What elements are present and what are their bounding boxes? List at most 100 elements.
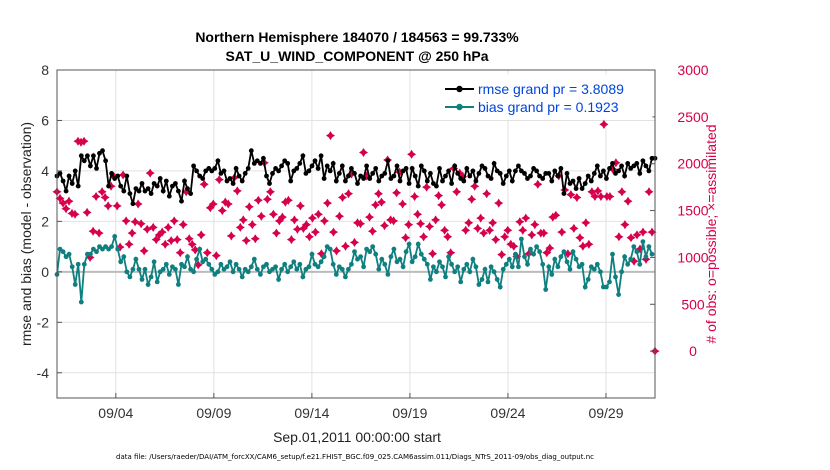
bias-point (604, 284, 609, 290)
bias-point (412, 254, 418, 260)
bias-point (160, 266, 166, 272)
rmse-point (88, 163, 93, 169)
bias-series (54, 233, 655, 305)
obs-point (566, 190, 576, 200)
rmse-point (467, 173, 473, 179)
rmse-point (75, 183, 81, 189)
rmse-point (145, 186, 151, 192)
bias-point (382, 261, 388, 267)
bias-point (628, 256, 634, 262)
bias-point (124, 269, 130, 275)
rmse-point (643, 163, 649, 169)
obs-point (328, 227, 339, 237)
rmse-point (491, 161, 497, 166)
obs-point (82, 207, 92, 217)
bias-point (434, 269, 439, 275)
rmse-point (242, 171, 248, 176)
rmse-point (509, 178, 515, 184)
obs-point (461, 225, 471, 235)
rmse-point (552, 168, 558, 174)
obs-point (376, 197, 386, 207)
x-tick-label: 09/19 (392, 405, 427, 421)
rmse-point (288, 178, 294, 184)
bias-point (519, 236, 524, 242)
bias-point (66, 251, 72, 257)
obs-point (479, 228, 489, 238)
obs-point (127, 228, 137, 238)
obs-point (416, 219, 426, 229)
obs-point (262, 194, 272, 204)
legend-rmse-marker (456, 85, 463, 93)
bias-point (525, 261, 530, 267)
obs-point (488, 218, 498, 228)
rmse-point (230, 181, 236, 186)
obs-point (470, 181, 480, 191)
bias-point (236, 266, 242, 272)
bias-point (479, 277, 485, 282)
obs-point (497, 250, 507, 260)
obs-point (340, 241, 351, 251)
bias-point (130, 266, 136, 272)
obs-point (91, 191, 101, 202)
rmse-point (118, 183, 124, 189)
bias-point (154, 279, 160, 285)
obs-point (100, 192, 110, 203)
y2-tick-label: 1500 (677, 203, 708, 219)
obs-point (467, 194, 477, 204)
bias-point (610, 251, 615, 257)
obs-point (166, 236, 176, 246)
rmse-point (555, 173, 561, 179)
rmse-point (406, 181, 412, 186)
bias-point (591, 266, 597, 272)
rmse-point (476, 171, 482, 176)
obs-point (61, 204, 71, 214)
bias-point (264, 261, 269, 267)
rmse-point (315, 166, 321, 171)
bias-point (555, 264, 561, 270)
obs-point (97, 187, 107, 197)
rmse-point (267, 181, 272, 186)
obs-point (310, 227, 320, 237)
rmse-point (424, 178, 430, 184)
obs-point (494, 198, 504, 208)
rmse-point (336, 171, 342, 176)
bias-point (206, 261, 212, 267)
obs-point (605, 191, 615, 202)
rmse-point (330, 161, 336, 166)
bias-point (285, 269, 291, 275)
y-tick-label: -4 (37, 365, 50, 381)
obs-point (235, 222, 245, 232)
bias-point (449, 261, 454, 267)
y-tick-label: 4 (41, 163, 49, 179)
obs-point (437, 200, 447, 210)
obs-point (124, 239, 134, 249)
obs-point (557, 227, 567, 237)
bias-point (534, 244, 539, 250)
bias-point (224, 264, 230, 270)
rmse-point (549, 178, 555, 184)
bias-point (437, 259, 442, 265)
bias-point (467, 269, 473, 275)
rmse-point (321, 176, 327, 181)
bias-point (370, 244, 376, 250)
obs-point (590, 191, 600, 202)
rmse-point (72, 168, 78, 174)
bias-point (637, 261, 643, 267)
rmse-point (534, 168, 539, 174)
obs-point (277, 212, 287, 222)
bias-point (373, 251, 379, 257)
rmse-point (412, 173, 418, 179)
rmse-point (179, 198, 184, 204)
obs-point (482, 189, 492, 199)
chart-title: Northern Hemisphere 184070 / 184563 = 99… (195, 29, 519, 45)
rmse-point (588, 178, 594, 184)
rmse-point (455, 171, 461, 176)
bias-point (594, 261, 600, 267)
bias-point (473, 264, 479, 270)
bias-point (418, 251, 424, 257)
obs-point (398, 199, 408, 209)
bias-point (500, 266, 506, 272)
bias-point (88, 251, 93, 257)
bias-point (549, 272, 555, 277)
obs-point (112, 201, 122, 211)
